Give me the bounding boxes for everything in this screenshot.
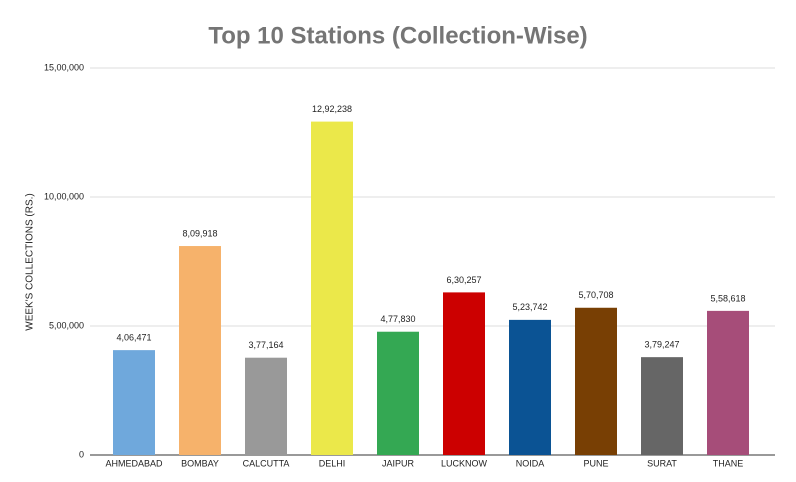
y-tick-label: 0 bbox=[79, 449, 84, 459]
value-label: 4,77,830 bbox=[380, 314, 415, 324]
value-label: 5,23,742 bbox=[512, 302, 547, 312]
x-tick-label: SURAT bbox=[647, 458, 677, 468]
x-tick-label: JAIPUR bbox=[382, 458, 415, 468]
value-label: 3,79,247 bbox=[644, 340, 679, 350]
x-tick-label: PUNE bbox=[583, 458, 608, 468]
bar bbox=[179, 246, 221, 455]
x-tick-label: AHMEDABAD bbox=[105, 458, 163, 468]
x-tick-label: THANE bbox=[713, 458, 744, 468]
x-tick-label: NOIDA bbox=[516, 458, 545, 468]
value-label: 5,58,618 bbox=[710, 293, 745, 303]
bar bbox=[509, 319, 551, 455]
bar bbox=[377, 331, 419, 455]
value-label: 12,92,238 bbox=[312, 104, 352, 114]
y-axis-label: WEEK'S COLLECTIONS (RS.) bbox=[25, 193, 36, 331]
x-tick-label: LUCKNOW bbox=[441, 458, 488, 468]
bar bbox=[113, 350, 155, 455]
x-tick-label: DELHI bbox=[319, 458, 346, 468]
y-tick-label: 5,00,000 bbox=[49, 320, 84, 330]
x-tick-label: BOMBAY bbox=[181, 458, 219, 468]
y-tick-label: 15,00,000 bbox=[44, 62, 84, 72]
bar bbox=[245, 357, 287, 455]
y-tick-label: 10,00,000 bbox=[44, 191, 84, 201]
value-label: 4,06,471 bbox=[116, 333, 151, 343]
x-tick-label: CALCUTTA bbox=[243, 458, 290, 468]
value-label: 6,30,257 bbox=[446, 275, 481, 285]
bar bbox=[311, 121, 353, 455]
chart-title: Top 10 Stations (Collection-Wise) bbox=[208, 22, 587, 49]
value-label: 3,77,164 bbox=[248, 340, 283, 350]
bar bbox=[575, 307, 617, 455]
bar bbox=[443, 292, 485, 455]
value-label: 8,09,918 bbox=[182, 228, 217, 238]
value-label: 5,70,708 bbox=[578, 290, 613, 300]
bar bbox=[641, 357, 683, 455]
bar bbox=[707, 310, 749, 455]
